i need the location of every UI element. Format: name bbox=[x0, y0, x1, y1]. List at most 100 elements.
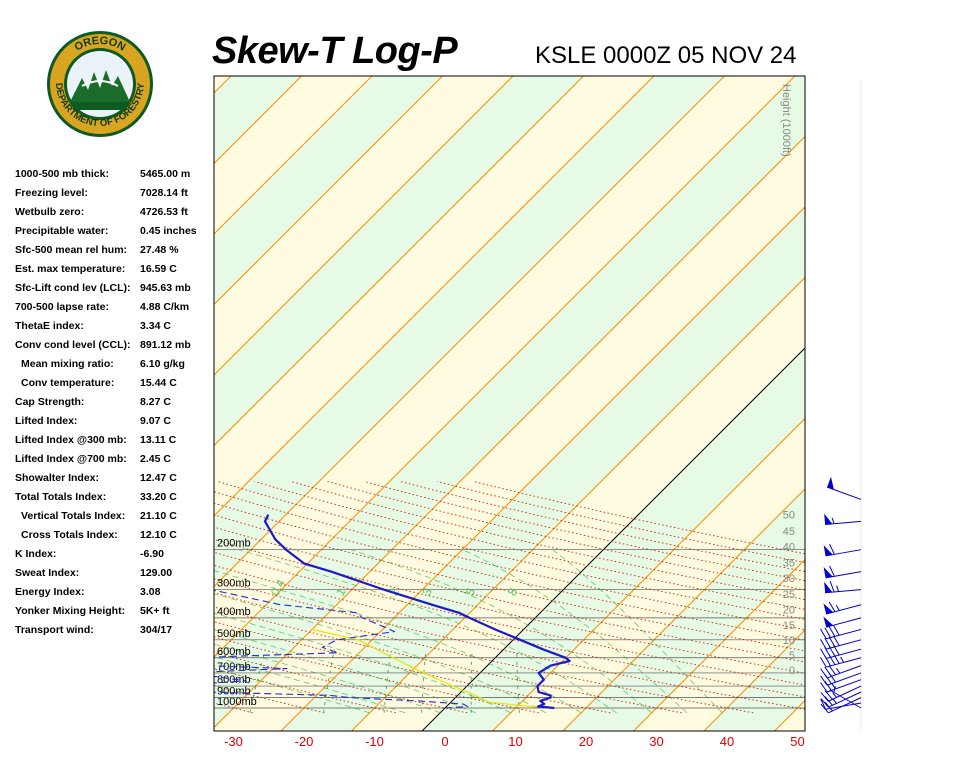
stat-value: 13.11 C bbox=[140, 434, 177, 446]
dry-adiabat bbox=[214, 652, 468, 714]
stat-label: Cap Strength: bbox=[15, 396, 85, 408]
wind-barb-flag bbox=[828, 601, 836, 612]
height-tick-label: 15 bbox=[783, 620, 795, 632]
height-axis-title: Height (1000ft) bbox=[780, 84, 792, 157]
stat-value: 15.44 C bbox=[140, 377, 177, 389]
stat-value: 304/17 bbox=[140, 624, 173, 636]
stat-value: 21.10 C bbox=[140, 510, 177, 522]
stat-label: Energy Index: bbox=[15, 586, 85, 598]
height-tick-label: 5 bbox=[789, 650, 795, 662]
wind-barb-flag bbox=[824, 637, 832, 649]
x-tick-label: 30 bbox=[649, 734, 663, 749]
x-tick-label: 40 bbox=[720, 734, 734, 749]
moist-adiabat bbox=[350, 549, 652, 714]
dry-adiabat bbox=[214, 526, 805, 663]
svg-text:OREGON: OREGON bbox=[73, 35, 128, 54]
wind-barb-staff bbox=[826, 648, 862, 659]
wind-barb-half-flag bbox=[831, 683, 837, 690]
stat-label: Freezing level: bbox=[15, 187, 88, 199]
stat-value: 3.34 C bbox=[140, 320, 171, 332]
stat-label: Precipitable water: bbox=[15, 225, 109, 237]
wind-barb bbox=[824, 513, 862, 526]
wind-barb-flag bbox=[820, 648, 827, 659]
wind-barb-flag bbox=[820, 692, 829, 702]
stat-value: 12.10 C bbox=[140, 529, 177, 541]
stat-value: 5465.00 m bbox=[140, 168, 191, 180]
stat-label: Yonker Mixing Height: bbox=[15, 605, 126, 617]
logo-lettering: OREGON DEPARTMENT OF FORESTRY bbox=[53, 35, 147, 129]
logo-graphic bbox=[47, 31, 153, 137]
wind-barb-staff bbox=[827, 679, 862, 693]
stat-value: 12.47 C bbox=[140, 472, 177, 484]
moist-adiabat bbox=[238, 549, 617, 714]
wind-barb-pennant bbox=[827, 476, 834, 490]
wind-barb bbox=[820, 685, 862, 702]
temperature-trace bbox=[263, 514, 571, 710]
wind-barb bbox=[820, 665, 862, 679]
moist-adiabat bbox=[462, 549, 688, 714]
wind-barb-flag bbox=[824, 666, 832, 677]
isotherm bbox=[632, 558, 805, 731]
wind-barb-flag bbox=[829, 581, 835, 593]
stat-label: Total Totals Index: bbox=[15, 491, 107, 503]
height-tick-label: 20 bbox=[783, 605, 795, 617]
stat-label: Lifted Index @700 mb: bbox=[15, 453, 127, 465]
wind-barb-half-flag bbox=[831, 517, 835, 524]
isotherm bbox=[214, 76, 585, 447]
x-tick-label: -10 bbox=[365, 734, 384, 749]
wind-barb-flag bbox=[833, 635, 840, 646]
isotherm bbox=[0, 71, 166, 736]
stat-label: Cross Totals Index: bbox=[21, 529, 118, 541]
stat-value: 9.07 C bbox=[140, 415, 171, 427]
wind-barb-staff bbox=[827, 665, 862, 679]
dry-adiabat bbox=[217, 481, 805, 620]
isobar-label: 800mb bbox=[217, 674, 251, 686]
isobar-label: 900mb bbox=[217, 686, 251, 698]
wind-barb bbox=[820, 635, 862, 650]
wind-barb bbox=[820, 653, 862, 668]
isotherm bbox=[214, 76, 726, 588]
stat-value: 0.45 inches bbox=[140, 225, 197, 237]
wind-barb-flag bbox=[829, 565, 835, 577]
stat-label: Est. max temperature: bbox=[15, 263, 126, 275]
x-tick-label: 50 bbox=[790, 734, 804, 749]
wind-barb-column bbox=[820, 80, 862, 730]
stat-value: 129.00 bbox=[140, 567, 173, 579]
height-tick-label: 35 bbox=[783, 558, 795, 570]
chart-title: Skew-T Log-P bbox=[212, 30, 458, 72]
wind-barb-staff bbox=[827, 672, 862, 686]
stat-value: 33.20 C bbox=[140, 491, 177, 503]
wind-barb-flag bbox=[820, 698, 829, 708]
wind-barb-pennant bbox=[823, 603, 834, 615]
dry-adiabat bbox=[214, 621, 611, 714]
stat-value: -6.90 bbox=[140, 548, 164, 560]
wind-barb bbox=[823, 543, 862, 557]
wind-barb-flag bbox=[829, 543, 835, 555]
stat-label: 700-500 lapse rate: bbox=[15, 301, 109, 313]
stat-label: Showalter Index: bbox=[15, 472, 100, 484]
wind-barb-flag bbox=[820, 639, 827, 650]
isotherm bbox=[491, 417, 805, 731]
wind-barb-flag bbox=[820, 656, 827, 668]
isotherm bbox=[280, 206, 805, 731]
stat-label: Conv temperature: bbox=[21, 377, 115, 389]
wind-barb-pennant bbox=[824, 513, 833, 525]
wind-barb-flag bbox=[828, 636, 836, 648]
wind-barb bbox=[823, 565, 862, 579]
moist-adiabat bbox=[214, 569, 582, 714]
isotherm bbox=[214, 76, 796, 658]
wind-barb bbox=[820, 625, 862, 640]
wind-barb bbox=[823, 601, 862, 615]
moist-adiabat bbox=[552, 549, 723, 714]
dry-adiabat bbox=[214, 685, 325, 714]
isotherm-band bbox=[214, 76, 231, 93]
wind-barb-half-flag bbox=[840, 656, 845, 663]
stat-value: 8.27 C bbox=[140, 396, 171, 408]
moist-adiabat bbox=[214, 643, 441, 714]
x-tick-label: 10 bbox=[508, 734, 522, 749]
isotherm bbox=[214, 76, 655, 517]
moist-adiabat bbox=[214, 593, 547, 714]
height-tick-label: 0 bbox=[789, 665, 795, 677]
stat-value: 6.10 g/kg bbox=[140, 358, 185, 370]
wind-barb-pennant bbox=[823, 545, 833, 556]
